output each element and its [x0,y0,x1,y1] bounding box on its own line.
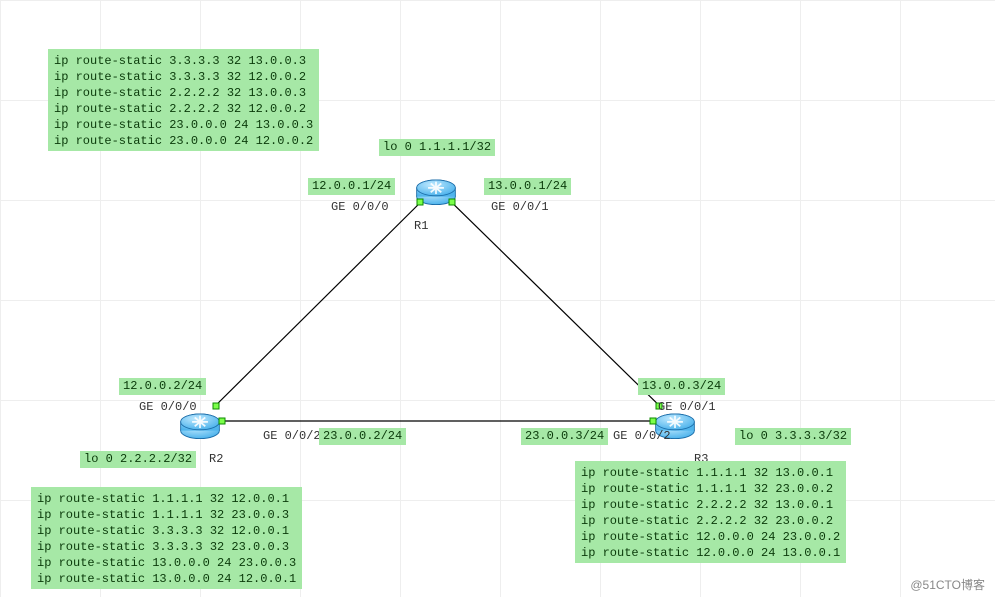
endpoint-dot [650,418,657,425]
endpoint-dot [212,402,219,409]
label-r3_left_ge: GE 0/0/2 [609,428,675,445]
route-line: ip route-static 3.3.3.3 32 13.0.0.3 [54,53,313,69]
label-r1_left_ge: GE 0/0/0 [327,199,393,216]
route-line: ip route-static 3.3.3.3 32 23.0.0.3 [37,539,296,555]
route-line: ip route-static 12.0.0.0 24 23.0.0.2 [581,529,840,545]
route-line: ip route-static 2.2.2.2 32 13.0.0.3 [54,85,313,101]
route-line: ip route-static 1.1.1.1 32 23.0.0.2 [581,481,840,497]
route-line: ip route-static 13.0.0.0 24 12.0.0.1 [37,571,296,587]
endpoint-dot [219,418,226,425]
route-line: ip route-static 1.1.1.1 32 13.0.0.1 [581,465,840,481]
endpoint-dot [448,199,455,206]
route-line: ip route-static 23.0.0.0 24 12.0.0.2 [54,133,313,149]
route-line: ip route-static 2.2.2.2 32 23.0.0.2 [581,513,840,529]
route-line: ip route-static 12.0.0.0 24 13.0.0.1 [581,545,840,561]
label-r2_label: R2 [205,451,227,468]
label-r1_lo: lo 0 1.1.1.1/32 [379,139,495,156]
route-line: ip route-static 1.1.1.1 32 12.0.0.1 [37,491,296,507]
route-line: ip route-static 3.3.3.3 32 12.0.0.1 [37,523,296,539]
label-r3_lo: lo 0 3.3.3.3/32 [735,428,851,445]
route-line: ip route-static 2.2.2.2 32 12.0.0.2 [54,101,313,117]
label-r2_top_ge: GE 0/0/0 [135,399,201,416]
label-r3_top_ip: 13.0.0.3/24 [638,378,725,395]
watermark: @51CTO博客 [910,576,985,593]
label-r2_right_ge: GE 0/0/2 [259,428,325,445]
label-r2_lo: lo 0 2.2.2.2/32 [80,451,196,468]
label-r2_right_ip: 23.0.0.2/24 [319,428,406,445]
label-r3_top_ge: GE 0/0/1 [654,399,720,416]
route-line: ip route-static 2.2.2.2 32 13.0.0.1 [581,497,840,513]
label-r1_right_ge: GE 0/0/1 [487,199,553,216]
label-r1_right_ip: 13.0.0.1/24 [484,178,571,195]
route-box-r3_routes: ip route-static 1.1.1.1 32 13.0.0.1ip ro… [575,461,846,563]
label-r1_label: R1 [410,218,432,235]
route-line: ip route-static 3.3.3.3 32 12.0.0.2 [54,69,313,85]
route-line: ip route-static 23.0.0.0 24 13.0.0.3 [54,117,313,133]
label-r2_top_ip: 12.0.0.2/24 [119,378,206,395]
label-r1_left_ip: 12.0.0.1/24 [308,178,395,195]
route-box-r1_routes: ip route-static 3.3.3.3 32 13.0.0.3ip ro… [48,49,319,151]
endpoint-dot [417,199,424,206]
route-line: ip route-static 13.0.0.0 24 23.0.0.3 [37,555,296,571]
label-r3_left_ip: 23.0.0.3/24 [521,428,608,445]
route-box-r2_routes: ip route-static 1.1.1.1 32 12.0.0.1ip ro… [31,487,302,589]
route-line: ip route-static 1.1.1.1 32 23.0.0.3 [37,507,296,523]
